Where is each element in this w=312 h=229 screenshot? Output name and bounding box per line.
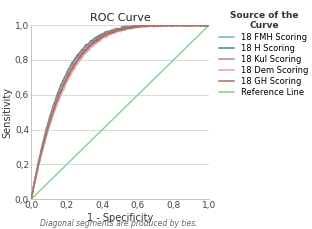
Text: Diagonal segments are produced by ties.: Diagonal segments are produced by ties.	[40, 219, 197, 228]
Title: ROC Curve: ROC Curve	[90, 13, 150, 23]
Legend: 18 FMH Scoring, 18 H Scoring, 18 Kul Scoring, 18 Dem Scoring, 18 GH Scoring, Ref: 18 FMH Scoring, 18 H Scoring, 18 Kul Sco…	[219, 11, 309, 97]
X-axis label: 1 - Specificity: 1 - Specificity	[87, 213, 153, 223]
Y-axis label: Sensitivity: Sensitivity	[2, 87, 12, 138]
